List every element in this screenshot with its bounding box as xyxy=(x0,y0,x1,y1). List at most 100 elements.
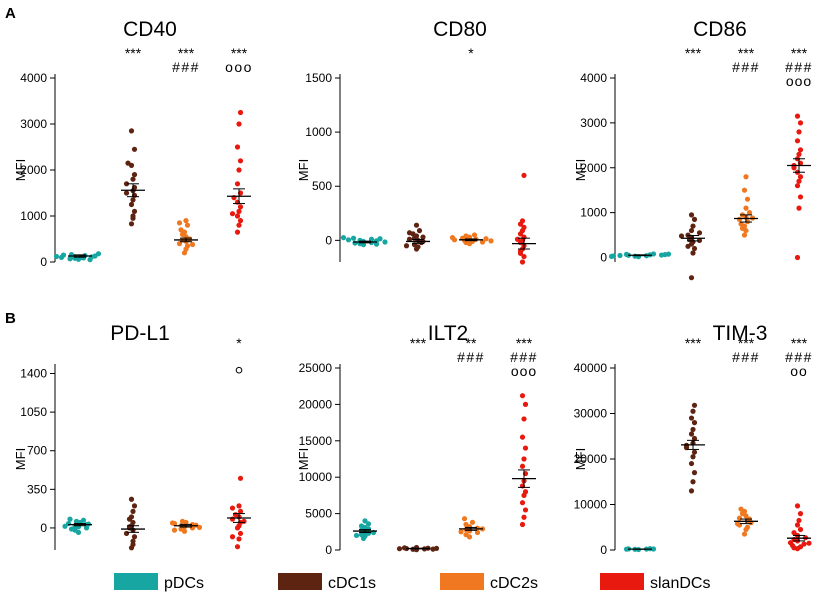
data-point xyxy=(479,239,486,245)
data-point xyxy=(474,529,481,536)
data-point xyxy=(519,500,526,506)
y-tick-label: 25000 xyxy=(299,361,333,375)
significance-circles: ooo xyxy=(511,363,537,379)
y-tick-label: 1000 xyxy=(580,206,607,220)
data-point xyxy=(189,241,196,248)
data-point xyxy=(741,187,748,193)
data-point xyxy=(128,221,135,227)
data-point xyxy=(58,254,65,260)
data-point xyxy=(237,109,244,116)
data-point xyxy=(794,113,801,119)
data-point xyxy=(665,251,672,257)
data-point xyxy=(623,546,630,552)
data-point xyxy=(688,460,695,467)
data-point xyxy=(746,210,753,216)
data-point xyxy=(95,251,102,257)
significance-star: * xyxy=(468,45,474,61)
y-tick-label: 0 xyxy=(40,521,47,535)
chart-title: PD-L1 xyxy=(110,322,170,345)
data-point xyxy=(521,514,527,520)
legend-label: slanDCs xyxy=(650,575,710,592)
data-point xyxy=(736,216,743,222)
chart-title: CD40 xyxy=(123,18,177,41)
data-point xyxy=(744,524,751,530)
group-cdc2s: ***### xyxy=(172,45,198,256)
data-point xyxy=(691,435,698,442)
data-point xyxy=(521,456,527,462)
data-point xyxy=(743,174,749,180)
data-point xyxy=(688,212,695,218)
y-tick-label: 3000 xyxy=(20,117,47,131)
data-point xyxy=(128,201,135,208)
legend-swatch xyxy=(600,573,644,590)
chart-cd80: CD80 MFI 0 500 1000 1500 * xyxy=(296,18,536,265)
data-point xyxy=(787,540,794,546)
data-point xyxy=(176,241,183,247)
data-point xyxy=(691,245,698,252)
data-point xyxy=(738,506,744,512)
data-point xyxy=(519,521,526,528)
legend-label: pDCs xyxy=(164,575,204,592)
data-point xyxy=(519,434,526,440)
data-point xyxy=(741,232,748,238)
data-point xyxy=(688,275,695,281)
data-point xyxy=(237,508,244,514)
data-point xyxy=(623,251,630,257)
data-point xyxy=(433,545,440,551)
data-point xyxy=(373,241,380,247)
data-point xyxy=(171,527,178,533)
data-point xyxy=(794,138,801,144)
y-tick-label: 1000 xyxy=(20,209,47,223)
data-point xyxy=(521,253,527,260)
data-point xyxy=(130,519,136,526)
legend-item-cdc1s: cDC1s xyxy=(278,573,376,592)
data-point xyxy=(519,463,526,469)
y-tick-label: 700 xyxy=(27,444,47,458)
chart-title: CD86 xyxy=(693,18,747,41)
data-point xyxy=(345,237,352,243)
data-point xyxy=(650,251,657,257)
data-point xyxy=(696,237,703,244)
data-point xyxy=(125,160,131,166)
data-point xyxy=(514,236,521,242)
chart-title: CD80 xyxy=(433,18,487,41)
data-point xyxy=(796,129,802,135)
group-slandcs: ***###ooo xyxy=(510,335,537,528)
data-point xyxy=(236,208,242,214)
data-point xyxy=(377,236,383,242)
chart-title: ILT2 xyxy=(428,322,468,345)
data-point xyxy=(80,517,87,523)
data-point xyxy=(796,178,802,184)
legend-label: cDC2s xyxy=(490,575,538,592)
data-point xyxy=(469,519,476,525)
data-point xyxy=(184,222,191,228)
data-point xyxy=(806,540,812,546)
data-point xyxy=(463,521,469,528)
data-point xyxy=(236,503,242,509)
y-tick-label: 2000 xyxy=(580,161,607,175)
data-point xyxy=(734,521,741,527)
y-tick-label: 500 xyxy=(312,179,332,193)
data-point xyxy=(691,402,698,408)
data-point xyxy=(413,222,420,228)
significance-circles: ooo xyxy=(786,73,812,89)
data-point xyxy=(416,228,423,234)
data-point xyxy=(237,218,244,224)
group-pdcs xyxy=(53,251,102,263)
significance-hash: ### xyxy=(785,349,813,365)
significance-star: *** xyxy=(791,335,808,351)
group-pdcs xyxy=(340,235,388,248)
chart-title: TIM-3 xyxy=(713,322,768,345)
group-cdc1s: *** xyxy=(396,335,440,553)
data-point xyxy=(736,515,743,521)
y-tick-label: 1050 xyxy=(20,405,47,419)
data-point xyxy=(131,146,138,152)
data-point xyxy=(471,232,478,238)
data-point xyxy=(237,158,244,164)
data-point xyxy=(744,196,751,202)
data-point xyxy=(797,120,804,126)
significance-hash: ### xyxy=(785,59,813,75)
data-point xyxy=(358,532,365,538)
